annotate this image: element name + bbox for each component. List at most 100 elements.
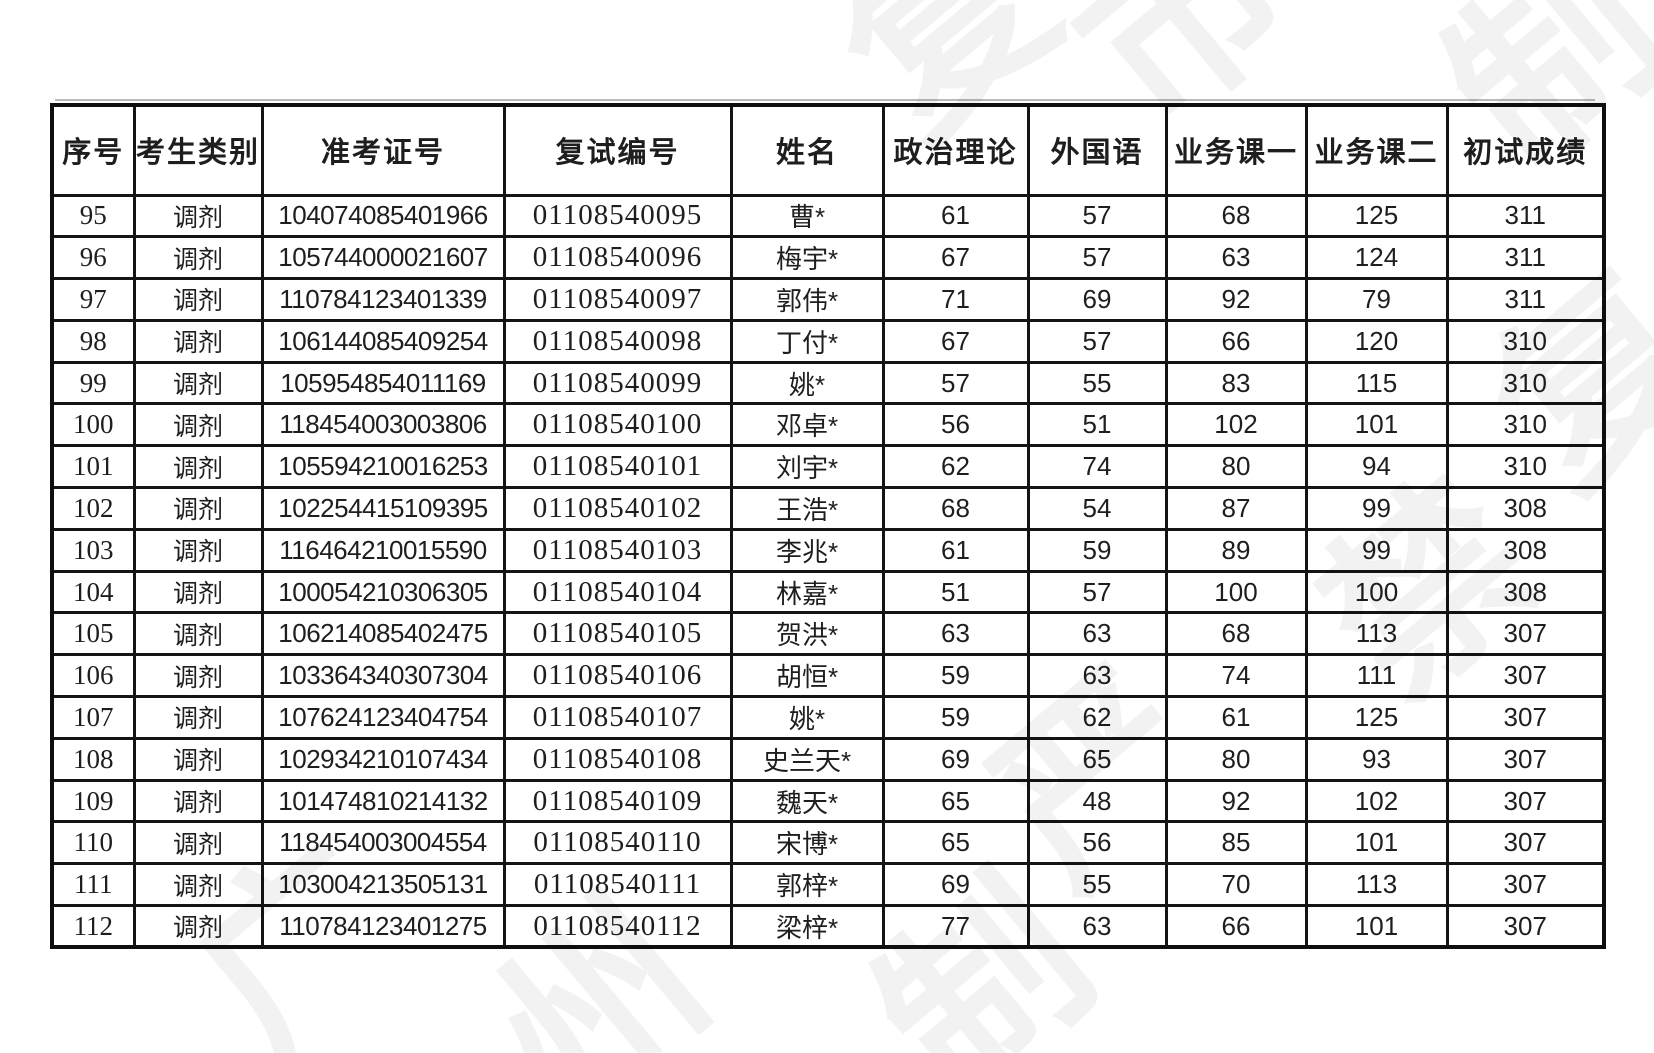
cell-name: 郭梓*	[729, 862, 885, 908]
cell-index: 97	[50, 277, 136, 322]
cell-major_course_1: 87	[1164, 486, 1308, 531]
cell-foreign_language: 57	[1026, 569, 1168, 615]
table-row: 104 调剂 100054210306305 01108540104 林嘉* 51 57 10…	[50, 569, 1606, 615]
cell-initial_exam_score: 307	[1445, 778, 1606, 824]
cell-foreign_language: 74	[1026, 444, 1168, 490]
cell-retest_no: 01108540100	[502, 402, 733, 448]
table-row: 97 调剂 110784123401339 01108540097 郭伟* 71 69 92 7…	[50, 277, 1606, 322]
cell-foreign_language: 56	[1026, 820, 1168, 866]
table-row: 100 调剂 118454003003806 01108540100 邓卓* 56 51 10…	[50, 402, 1606, 448]
cell-political_theory: 67	[881, 235, 1030, 281]
cell-major_course_2: 115	[1304, 360, 1449, 406]
cell-major_course_1: 83	[1164, 360, 1308, 406]
cell-foreign_language: 54	[1026, 486, 1168, 531]
col-header-index: 序号	[50, 103, 136, 197]
cell-political_theory: 68	[881, 486, 1030, 531]
cell-name: 魏天*	[729, 778, 885, 824]
cell-admission_ticket_no: 100054210306305	[260, 569, 506, 615]
cell-name: 贺洪*	[729, 611, 885, 657]
cell-political_theory: 61	[881, 527, 1030, 573]
cell-major_course_2: 125	[1304, 695, 1449, 740]
cell-initial_exam_score: 307	[1445, 736, 1606, 782]
cell-political_theory: 65	[881, 778, 1030, 824]
table-row: 95 调剂 104074085401966 01108540095 曹* 61 57 68 12…	[50, 193, 1606, 239]
cell-retest_no: 01108540103	[502, 527, 733, 573]
cell-major_course_1: 85	[1164, 820, 1308, 866]
cell-retest_no: 01108540107	[502, 695, 733, 740]
cell-major_course_2: 113	[1304, 862, 1449, 908]
col-header-admission_ticket_no: 准考证号	[260, 103, 506, 197]
cell-admission_ticket_no: 101474810214132	[260, 778, 506, 824]
cell-index: 99	[50, 360, 136, 406]
table-row: 96 调剂 105744000021607 01108540096 梅宇* 67 57 63 1…	[50, 235, 1606, 281]
cell-index: 106	[50, 653, 136, 699]
cell-admission_ticket_no: 110784123401275	[260, 904, 506, 949]
cell-name: 邓卓*	[729, 402, 885, 448]
table-row: 107 调剂 107624123404754 01108540107 姚* 59 62 61 1…	[50, 695, 1606, 740]
col-header-name: 姓名	[729, 103, 885, 197]
cell-major_course_2: 124	[1304, 235, 1449, 281]
cell-major_course_2: 100	[1304, 569, 1449, 615]
table-row: 106 调剂 103364340307304 01108540106 胡恒* 59 63 74…	[50, 653, 1606, 699]
header-row: 序号 考生类别 准考证号 复试编号 姓名 政治理论 外国语 业务课一 业务课二 初试成绩	[50, 103, 1606, 197]
cell-index: 112	[50, 904, 136, 949]
cell-retest_no: 01108540101	[502, 444, 733, 490]
cell-candidate_category: 调剂	[132, 569, 264, 615]
cell-major_course_1: 61	[1164, 695, 1308, 740]
cell-candidate_category: 调剂	[132, 486, 264, 531]
cell-name: 梁梓*	[729, 904, 885, 949]
cell-candidate_category: 调剂	[132, 736, 264, 782]
col-header-major_course_2: 业务课二	[1304, 103, 1449, 197]
cell-name: 胡恒*	[729, 653, 885, 699]
table-row: 102 调剂 102254415109395 01108540102 王浩* 68 54 87…	[50, 486, 1606, 531]
cell-name: 梅宇*	[729, 235, 885, 281]
cell-candidate_category: 调剂	[132, 527, 264, 573]
cell-initial_exam_score: 307	[1445, 611, 1606, 657]
cell-political_theory: 61	[881, 193, 1030, 239]
cell-major_course_2: 94	[1304, 444, 1449, 490]
cell-major_course_2: 102	[1304, 778, 1449, 824]
cell-candidate_category: 调剂	[132, 862, 264, 908]
cell-political_theory: 67	[881, 318, 1030, 364]
cell-admission_ticket_no: 110784123401339	[260, 277, 506, 322]
cell-major_course_2: 120	[1304, 318, 1449, 364]
cell-name: 李兆*	[729, 527, 885, 573]
cell-candidate_category: 调剂	[132, 653, 264, 699]
cell-initial_exam_score: 311	[1445, 193, 1606, 239]
cell-major_course_2: 125	[1304, 193, 1449, 239]
cell-admission_ticket_no: 102254415109395	[260, 486, 506, 531]
cell-index: 101	[50, 444, 136, 490]
cell-political_theory: 71	[881, 277, 1030, 322]
cell-foreign_language: 51	[1026, 402, 1168, 448]
cell-initial_exam_score: 307	[1445, 695, 1606, 740]
cell-major_course_1: 92	[1164, 277, 1308, 322]
cell-foreign_language: 63	[1026, 904, 1168, 949]
cell-retest_no: 01108540112	[502, 904, 733, 949]
cell-major_course_1: 68	[1164, 611, 1308, 657]
cell-retest_no: 01108540108	[502, 736, 733, 782]
cell-major_course_1: 89	[1164, 527, 1308, 573]
cell-admission_ticket_no: 105744000021607	[260, 235, 506, 281]
cell-index: 95	[50, 193, 136, 239]
cell-index: 108	[50, 736, 136, 782]
cell-retest_no: 01108540110	[502, 820, 733, 866]
cell-retest_no: 01108540104	[502, 569, 733, 615]
cell-initial_exam_score: 310	[1445, 318, 1606, 364]
table-row: 99 调剂 105954854011169 01108540099 姚* 57 55 83 11…	[50, 360, 1606, 406]
cell-political_theory: 62	[881, 444, 1030, 490]
cell-index: 109	[50, 778, 136, 824]
cell-political_theory: 51	[881, 569, 1030, 615]
cell-initial_exam_score: 308	[1445, 527, 1606, 573]
cell-initial_exam_score: 308	[1445, 486, 1606, 531]
cell-retest_no: 01108540102	[502, 486, 733, 531]
table-row: 98 调剂 106144085409254 01108540098 丁付* 67 57 66 1…	[50, 318, 1606, 364]
col-header-retest_no: 复试编号	[502, 103, 733, 197]
cell-admission_ticket_no: 102934210107434	[260, 736, 506, 782]
cell-admission_ticket_no: 105594210016253	[260, 444, 506, 490]
cell-index: 96	[50, 235, 136, 281]
cell-major_course_1: 80	[1164, 444, 1308, 490]
cell-initial_exam_score: 310	[1445, 360, 1606, 406]
cell-major_course_2: 101	[1304, 904, 1449, 949]
cell-index: 100	[50, 402, 136, 448]
table-row: 105 调剂 106214085402475 01108540105 贺洪* 63 63 68…	[50, 611, 1606, 657]
